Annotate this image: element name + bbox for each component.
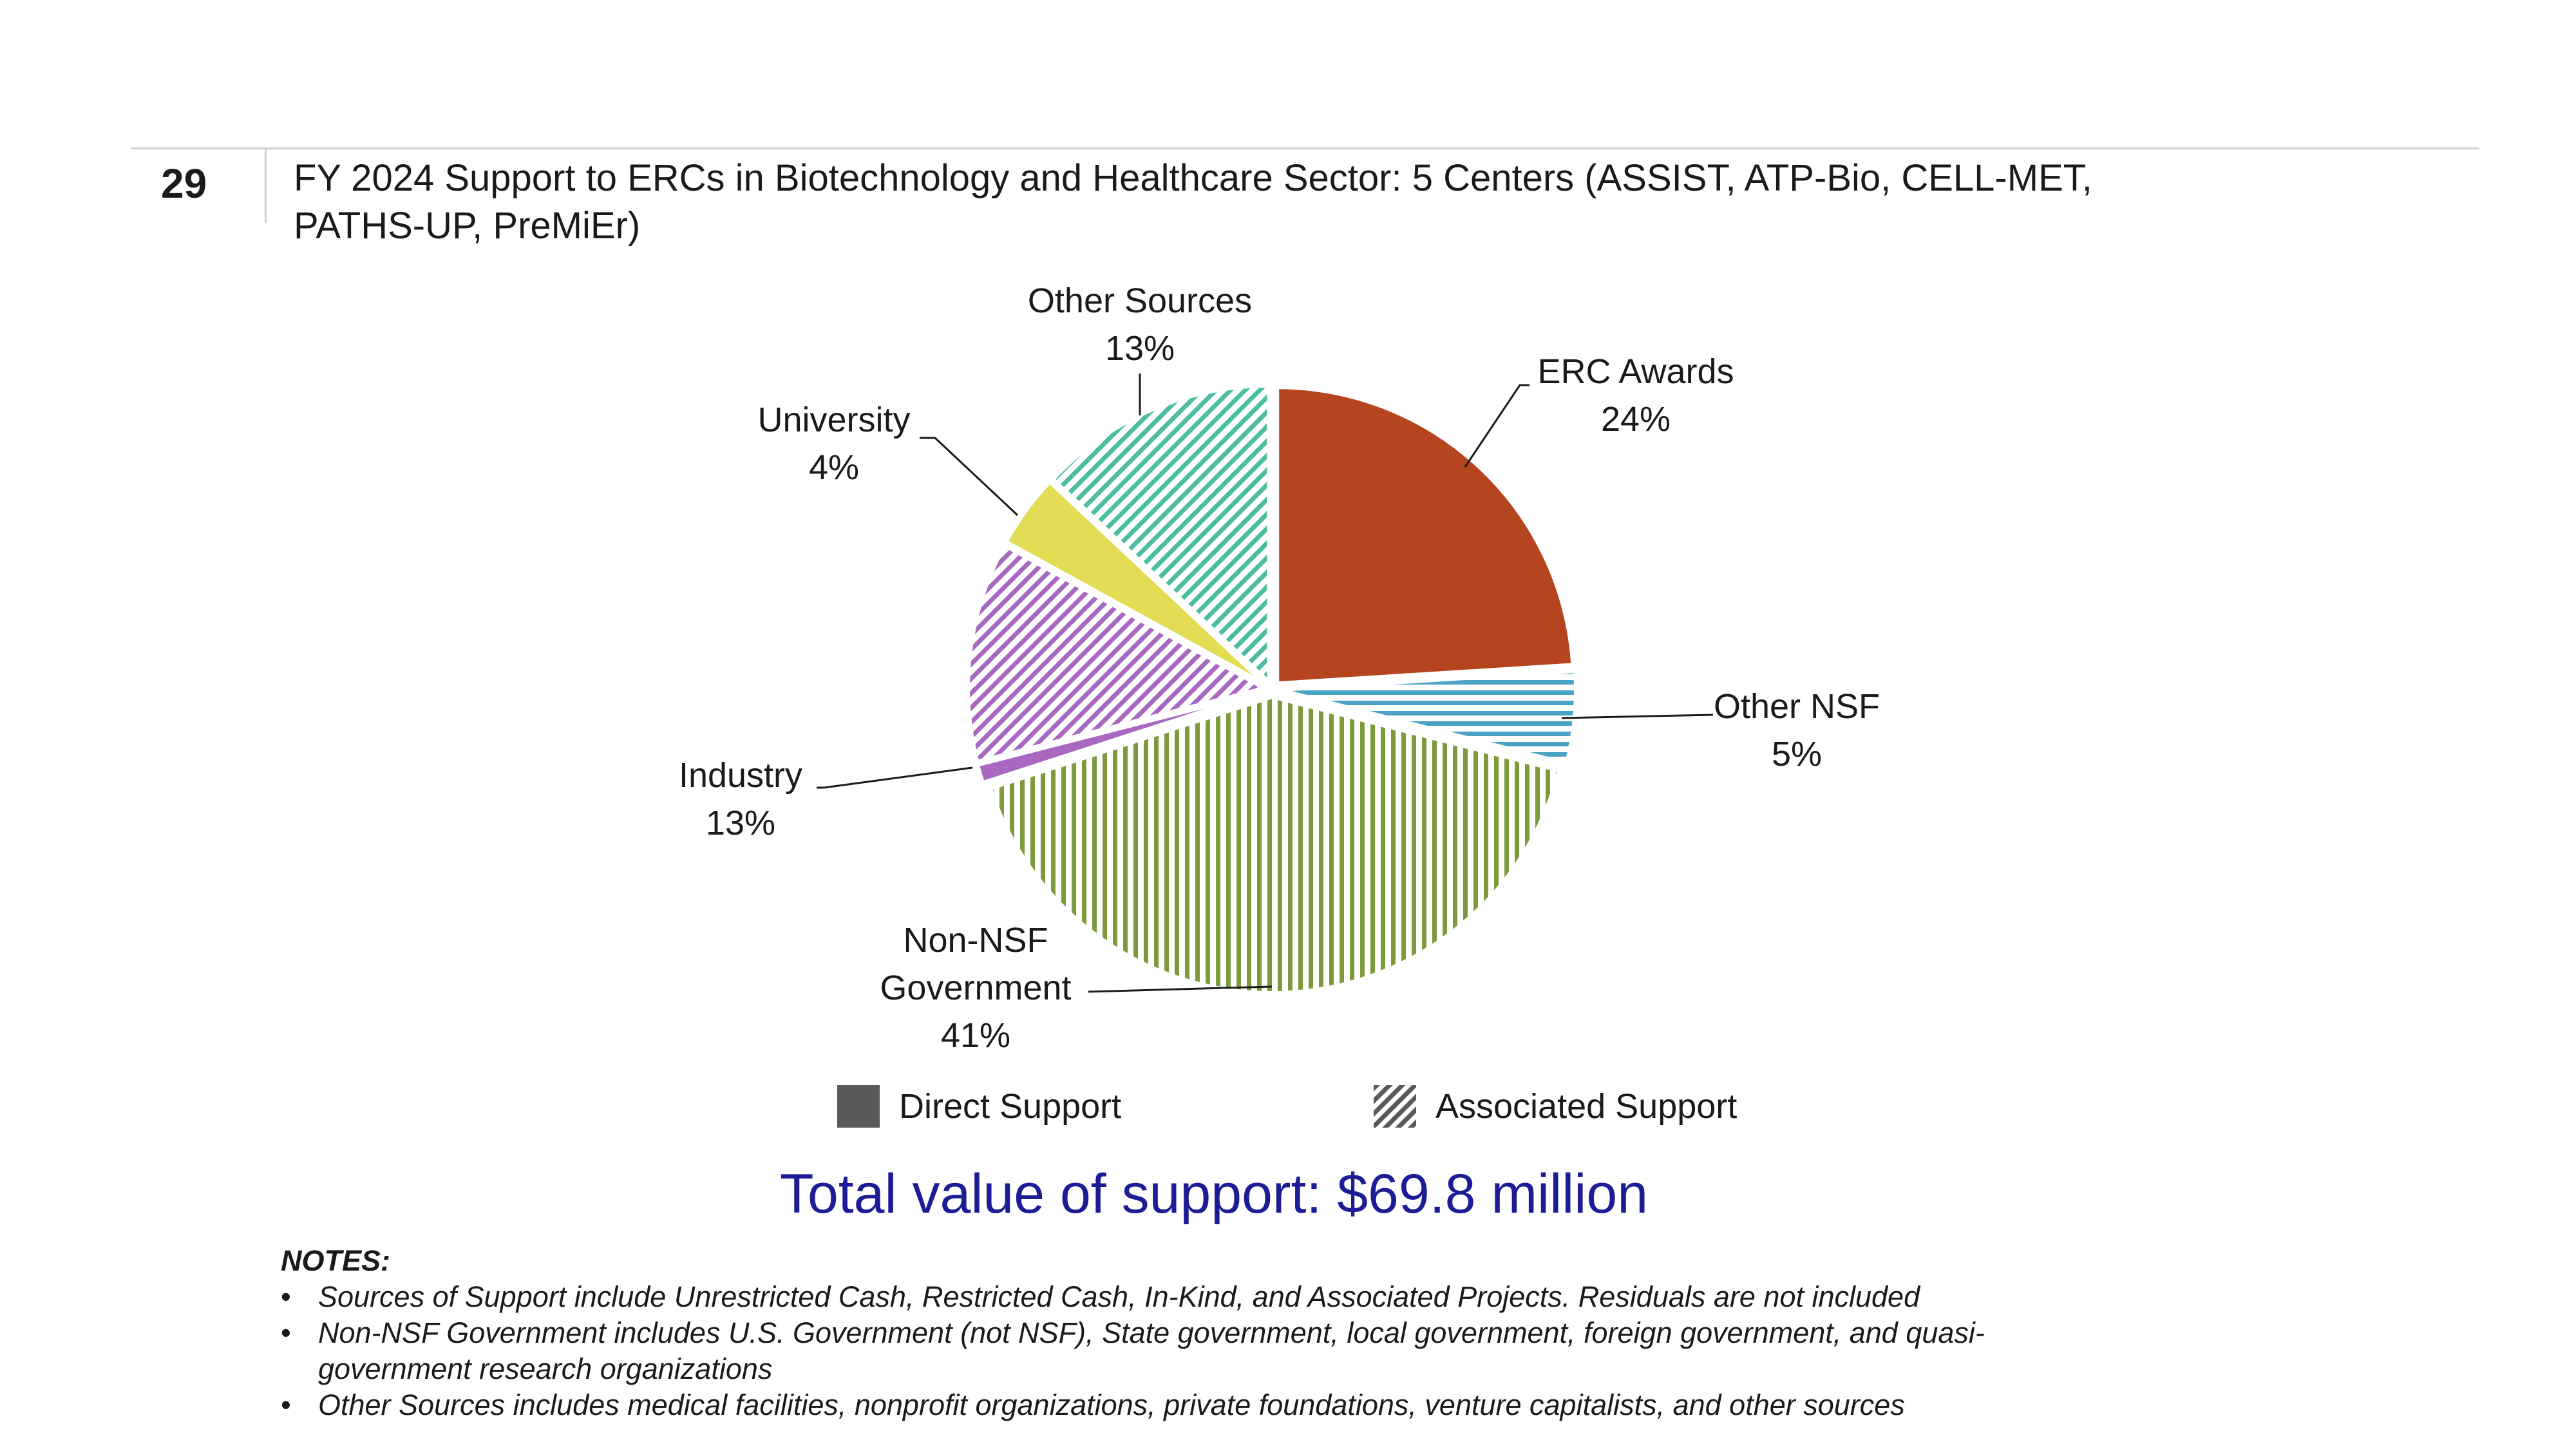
slice-percent: 41%: [941, 1016, 1010, 1055]
slice-percent: 13%: [706, 804, 775, 842]
slice-label: ERC Awards: [1537, 352, 1734, 391]
notes-title: NOTES:: [281, 1244, 391, 1277]
slide-number: 29: [161, 160, 207, 207]
legend-solid-swatch: [837, 1085, 880, 1128]
leader-line: [1088, 985, 1273, 993]
legend-associated-support: Associated Support: [1374, 1084, 1737, 1129]
leader-lines: [817, 374, 1714, 993]
note-item: Other Sources includes medical facilitie…: [281, 1387, 2057, 1423]
legend-label: Associated Support: [1435, 1087, 1738, 1126]
pie-slice-industry: [975, 689, 1265, 786]
slice-label: Other NSF: [1714, 687, 1880, 726]
leader-line: [1464, 384, 1530, 468]
legend-label: Direct Support: [899, 1087, 1122, 1126]
slice-label: Industry: [679, 756, 802, 795]
note-item: Non-NSF Government includes U.S. Governm…: [281, 1315, 2057, 1387]
slice-percent: 24%: [1601, 400, 1671, 439]
notes-list: Sources of Support include Unrestricted …: [281, 1279, 2057, 1423]
slice-percent: 13%: [1105, 329, 1175, 368]
header-rule: [131, 147, 2479, 149]
pie-slice-other-sources: [1050, 383, 1271, 687]
pie-slice-erc-awards: [1275, 385, 1575, 686]
legend-direct-support: Direct Support: [837, 1084, 1121, 1129]
pie-slice-university: [1003, 478, 1267, 687]
pie-slice-non-nsf-government: [988, 694, 1562, 995]
notes: NOTES: Sources of Support include Unrest…: [281, 1243, 2057, 1423]
total-value: Total value of support: $69.8 million: [779, 1163, 1649, 1225]
pie-slice-industry: [966, 542, 1270, 764]
slice-label: Non-NSF: [903, 921, 1048, 960]
slice-percent: 5%: [1772, 735, 1822, 773]
page-title: FY 2024 Support to ERCs in Biotechnology…: [294, 157, 2092, 247]
leader-line: [920, 437, 1019, 516]
note-item: Sources of Support include Unrestricted …: [281, 1279, 2057, 1315]
header-divider: [265, 147, 267, 223]
pie-chart: ERC Awards 24% Other NSF 5% Non-NSF Governmen…: [679, 281, 1880, 1055]
leader-line: [817, 766, 973, 789]
slice-percent: 4%: [809, 448, 859, 487]
leader-line: [1561, 714, 1714, 719]
slice-label: University: [757, 401, 910, 439]
pie-slices: [966, 383, 1578, 995]
legend-hatched-swatch: [1374, 1085, 1416, 1128]
slice-label: Government: [880, 969, 1071, 1007]
slice-labels: ERC Awards 24% Other NSF 5% Non-NSF Governmen…: [679, 281, 1880, 1055]
slice-label: Other Sources: [1028, 281, 1252, 320]
